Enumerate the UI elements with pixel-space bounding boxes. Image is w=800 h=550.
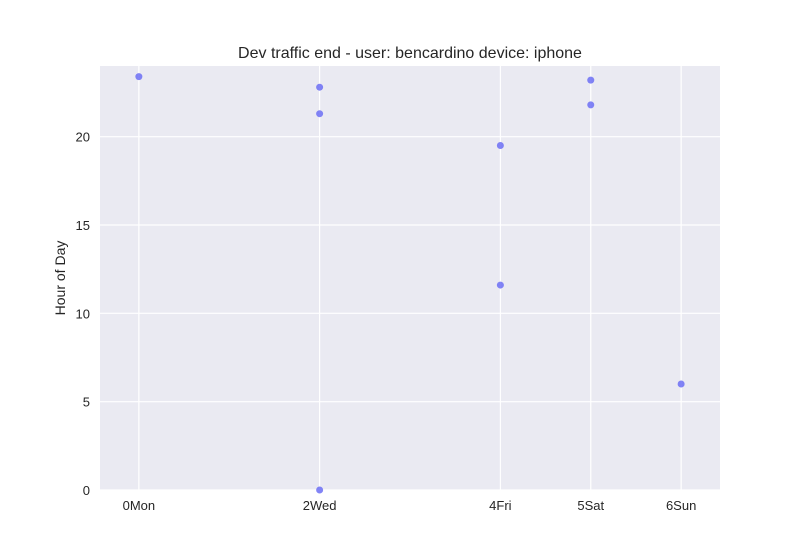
x-tick-label: 0Mon: [123, 498, 156, 513]
grid-lines: [100, 66, 720, 491]
y-tick-label: 15: [76, 218, 90, 233]
chart-title: Dev traffic end - user: bencardino devic…: [238, 45, 582, 62]
y-tick-label: 5: [83, 395, 90, 410]
x-tick-label: 5Sat: [577, 498, 604, 513]
y-axis-label: Hour of Day: [52, 241, 68, 316]
data-point: [316, 110, 324, 118]
data-point: [496, 142, 504, 149]
data-points: [135, 73, 685, 494]
y-tick-label: 0: [83, 483, 90, 498]
y-tick-label: 20: [76, 130, 90, 145]
data-point: [496, 281, 504, 289]
plot-area: [100, 66, 720, 490]
data-point: [135, 73, 143, 81]
data-point: [587, 101, 595, 109]
data-point: [316, 83, 324, 91]
x-tick-label: 4Fri: [489, 498, 512, 513]
x-axis-ticks: 0Mon 2Wed 4Fri 5Sat 6Sun: [123, 498, 697, 513]
y-axis-ticks: 0 5 10 15 20: [76, 130, 90, 498]
data-point: [316, 486, 324, 494]
data-point: [587, 76, 595, 84]
y-tick-label: 10: [76, 306, 90, 321]
x-tick-label: 6Sun: [666, 498, 696, 513]
data-point: [677, 380, 685, 388]
x-tick-label: 2Wed: [303, 498, 337, 513]
